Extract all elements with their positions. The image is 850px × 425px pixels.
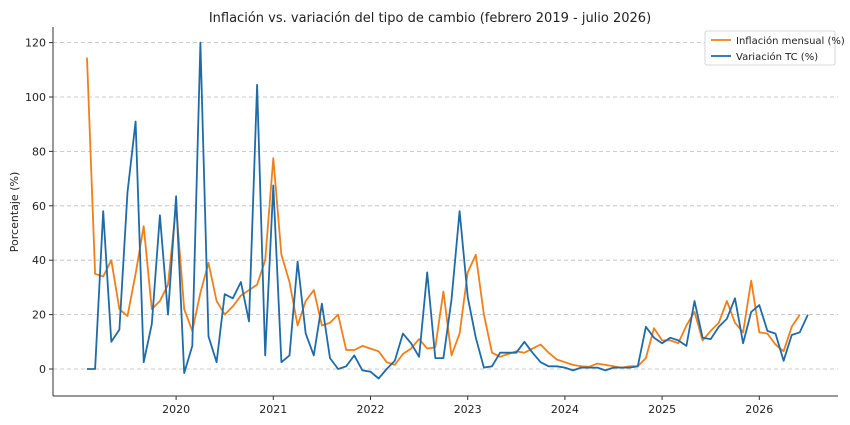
y-tick-label: 100 (25, 91, 46, 104)
x-tick-label: 2025 (648, 403, 676, 416)
y-tick-label: 120 (25, 37, 46, 50)
x-tick-label: 2020 (162, 403, 190, 416)
y-tick-label: 60 (32, 200, 46, 213)
legend: Inflación mensual (%) Variación TC (%) (704, 30, 845, 66)
y-axis-label: Porcentaje (%) (8, 172, 21, 252)
y-tick-label: 40 (32, 254, 46, 267)
y-tick-label: 80 (32, 145, 46, 158)
y-tick-label: 20 (32, 309, 46, 322)
x-tick-label: 2023 (454, 403, 482, 416)
x-tick-label: 2026 (745, 403, 773, 416)
legend-box (704, 30, 836, 66)
legend-label-tc: Variación TC (%) (736, 51, 818, 63)
series-line-tc (87, 41, 809, 380)
x-ticks: 2020 2021 2022 2023 2024 2025 2026 (162, 396, 773, 416)
x-tick-label: 2022 (357, 403, 385, 416)
y-tick-label: 0 (39, 363, 46, 376)
y-ticks: 0 20 40 60 80 100 120 (25, 37, 53, 376)
x-tick-label: 2024 (551, 403, 579, 416)
legend-label-inflacion: Inflación mensual (%) (736, 35, 845, 47)
series-line-inflacion (86, 57, 801, 369)
series-lines (86, 41, 809, 380)
x-tick-label: 2021 (259, 403, 287, 416)
chart-title: Inflación vs. variación del tipo de camb… (209, 11, 651, 26)
